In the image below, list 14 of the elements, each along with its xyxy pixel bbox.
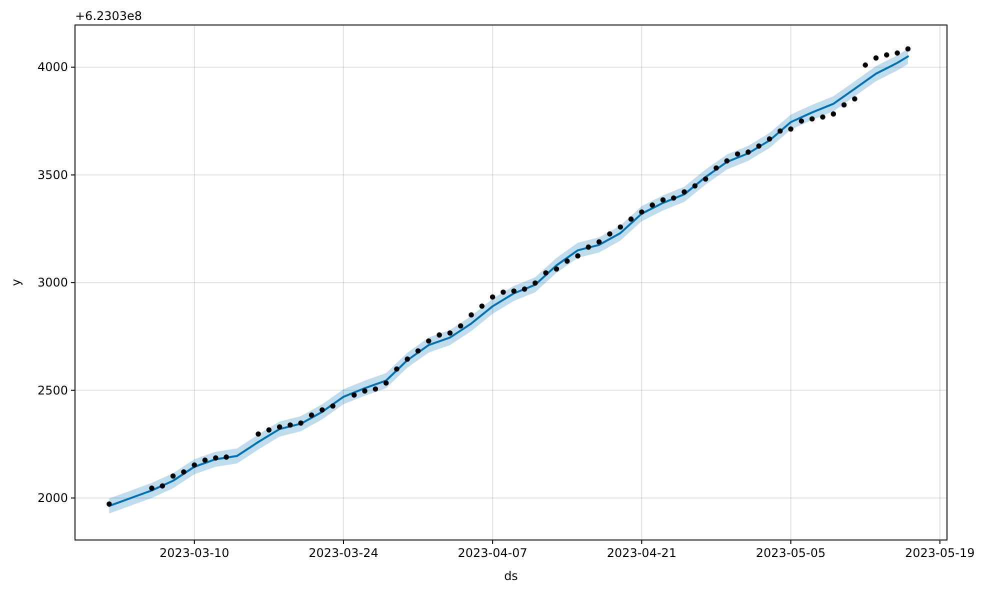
x-tick-label: 2023-03-10 <box>160 546 230 560</box>
y-tick-label: 3500 <box>37 168 68 182</box>
x-tick-label: 2023-05-19 <box>905 546 975 560</box>
x-axis-title: ds <box>504 569 518 583</box>
text: +6.2303e8 <box>75 9 142 23</box>
y-tick-label: 4000 <box>37 60 68 74</box>
x-tick-label: 2023-04-07 <box>458 546 528 560</box>
x-tick-label: 2023-04-21 <box>606 546 677 560</box>
x-tick-label: 2023-05-05 <box>756 546 826 560</box>
y-tick-label: 2500 <box>37 383 68 398</box>
y-axis-title: y <box>9 278 23 286</box>
y-tick-label: 2000 <box>37 491 68 505</box>
y-tick-label: 3000 <box>37 276 68 290</box>
x-tick-label: 2023-03-24 <box>308 546 378 560</box>
